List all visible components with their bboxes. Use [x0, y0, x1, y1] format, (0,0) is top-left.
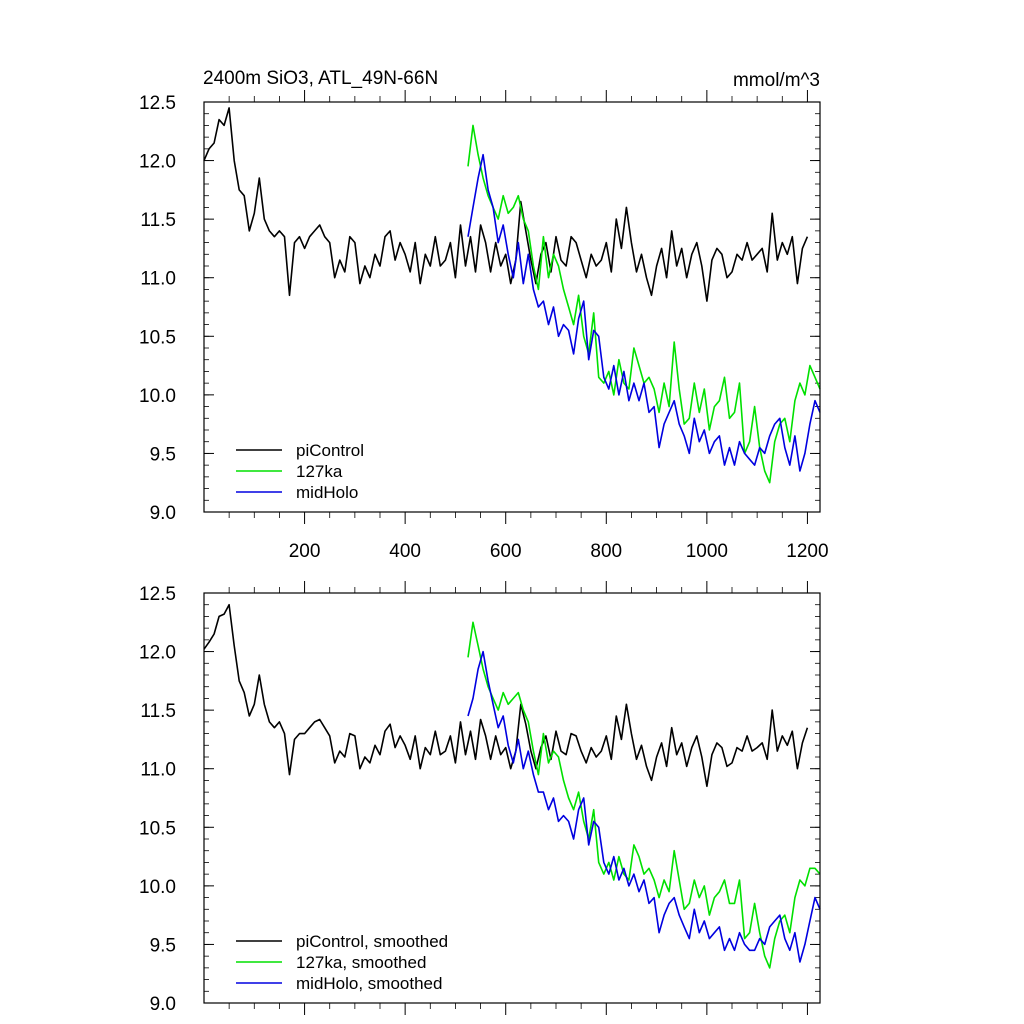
- legend-label-midholo: midHolo: [296, 483, 358, 502]
- y-tick-label: 11.0: [140, 760, 176, 781]
- y-tick-label: 11.0: [140, 269, 176, 290]
- series-line-picontrol: [203, 107, 809, 302]
- x-tick-label: 200: [289, 541, 321, 562]
- x-tick-label: 600: [490, 541, 522, 562]
- series-group: [203, 107, 821, 484]
- legend-label-midholo-smoothed: midHolo, smoothed: [296, 974, 442, 993]
- legend-label-127ka: 127ka: [296, 462, 343, 481]
- y-tick-label: 10.5: [139, 327, 176, 348]
- y-tick-label: 9.5: [150, 444, 176, 465]
- x-tick-label: 1200: [786, 541, 828, 562]
- series-line-midholo-smoothed: [467, 650, 821, 963]
- chart-top: 2400m SiO3, ATL_49N-66N mmol/m^3 9.0 9.5 1…: [139, 68, 829, 562]
- x-tick-label: 1000: [686, 541, 728, 562]
- y-tick-label: 9.5: [150, 935, 176, 956]
- x-tick-label: 800: [590, 541, 622, 562]
- chart-bottom: 9.0 9.5 10.0 10.5 11.0 11.5 12.0 12.5 piControl…: [139, 581, 821, 1015]
- y-tick-label: 11.5: [140, 701, 176, 722]
- legend-label-127ka-smoothed: 127ka, smoothed: [296, 953, 426, 972]
- axis-ticks: 9.0 9.5 10.0 10.5 11.0 11.5 12.0 12.5 200 400 600 8…: [139, 90, 829, 562]
- series-line-picontrol-smoothed: [203, 603, 809, 788]
- y-tick-label: 11.5: [140, 210, 176, 231]
- y-tick-label: 9.0: [150, 503, 176, 524]
- y-tick-label: 10.5: [139, 818, 176, 839]
- legend: piControl 127ka midHolo: [236, 441, 364, 502]
- plot-frame: [203, 101, 821, 513]
- y-tick-label: 10.0: [139, 877, 176, 898]
- y-tick-label: 12.5: [139, 584, 176, 605]
- y-tick-label: 12.5: [139, 93, 176, 114]
- legend-label-picontrol: piControl: [296, 441, 364, 460]
- y-tick-label: 12.0: [139, 152, 176, 173]
- x-tick-label: 400: [389, 541, 421, 562]
- y-tick-label: 9.0: [150, 994, 176, 1015]
- legend-label-picontrol-smoothed: piControl, smoothed: [296, 932, 448, 951]
- plot-frame: [203, 592, 821, 1004]
- y-tick-label: 12.0: [139, 643, 176, 664]
- legend: piControl, smoothed 127ka, smoothed midH…: [236, 932, 448, 993]
- series-group: [203, 603, 821, 969]
- series-line-midholo: [467, 153, 821, 472]
- chart-title: 2400m SiO3, ATL_49N-66N: [203, 68, 438, 89]
- units-label: mmol/m^3: [733, 70, 820, 91]
- axis-ticks: 9.0 9.5 10.0 10.5 11.0 11.5 12.0 12.5: [139, 581, 820, 1015]
- y-tick-label: 10.0: [139, 386, 176, 407]
